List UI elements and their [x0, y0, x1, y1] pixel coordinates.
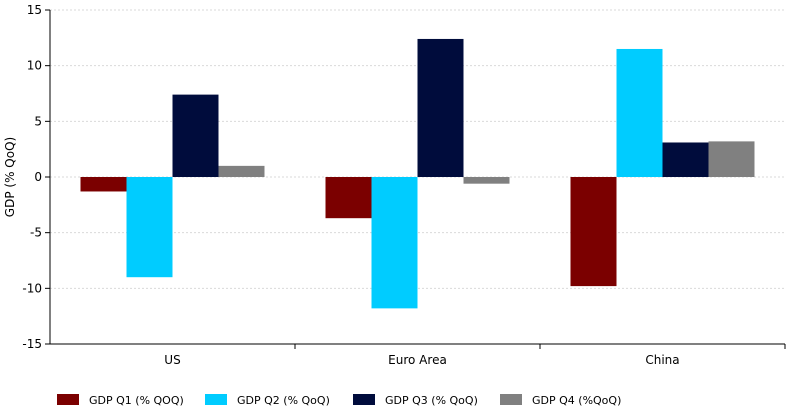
bar-us-q4 [218, 165, 265, 177]
y-tick-label: -5 [30, 226, 42, 240]
legend-label: GDP Q4 (%QoQ) [532, 394, 621, 407]
y-axis-title: GDP (% QoQ) [3, 137, 17, 217]
bar-euro-area-q3 [417, 38, 464, 177]
legend: GDP Q1 (% QOQ) GDP Q2 (% QoQ) GDP Q3 (% Qo… [57, 394, 621, 407]
legend-swatch [500, 394, 522, 405]
bar-us-q3 [172, 94, 219, 177]
y-tick-label: 10 [27, 59, 42, 73]
y-ticks: 15 10 5 0 -5 -10 -15 [22, 3, 50, 351]
bar-us-q2 [126, 177, 173, 278]
bar-euro-area-q2 [371, 177, 418, 309]
x-ticks: US Euro Area China [164, 344, 786, 367]
bar-euro-area-q1 [325, 177, 372, 219]
y-tick-label: 0 [34, 170, 42, 184]
legend-label: GDP Q3 (% QoQ) [385, 394, 478, 407]
bar-china-q1 [570, 177, 617, 287]
x-tick-label: Euro Area [388, 353, 447, 367]
bar-china-q2 [616, 48, 663, 177]
legend-swatch [57, 394, 79, 405]
bar-us-q1 [80, 177, 127, 192]
y-tick-label: 15 [27, 3, 42, 17]
y-tick-label: 5 [34, 114, 42, 128]
legend-label: GDP Q1 (% QOQ) [89, 394, 184, 407]
bars [80, 38, 755, 309]
y-tick-label: -15 [22, 337, 42, 351]
bar-china-q4 [708, 141, 755, 177]
x-tick-label: China [645, 353, 679, 367]
legend-swatch [205, 394, 227, 405]
bar-china-q3 [662, 142, 709, 177]
legend-label: GDP Q2 (% QoQ) [237, 394, 330, 407]
y-tick-label: -10 [22, 281, 42, 295]
bar-euro-area-q4 [463, 177, 510, 184]
legend-swatch [353, 394, 375, 405]
x-tick-label: US [164, 353, 180, 367]
